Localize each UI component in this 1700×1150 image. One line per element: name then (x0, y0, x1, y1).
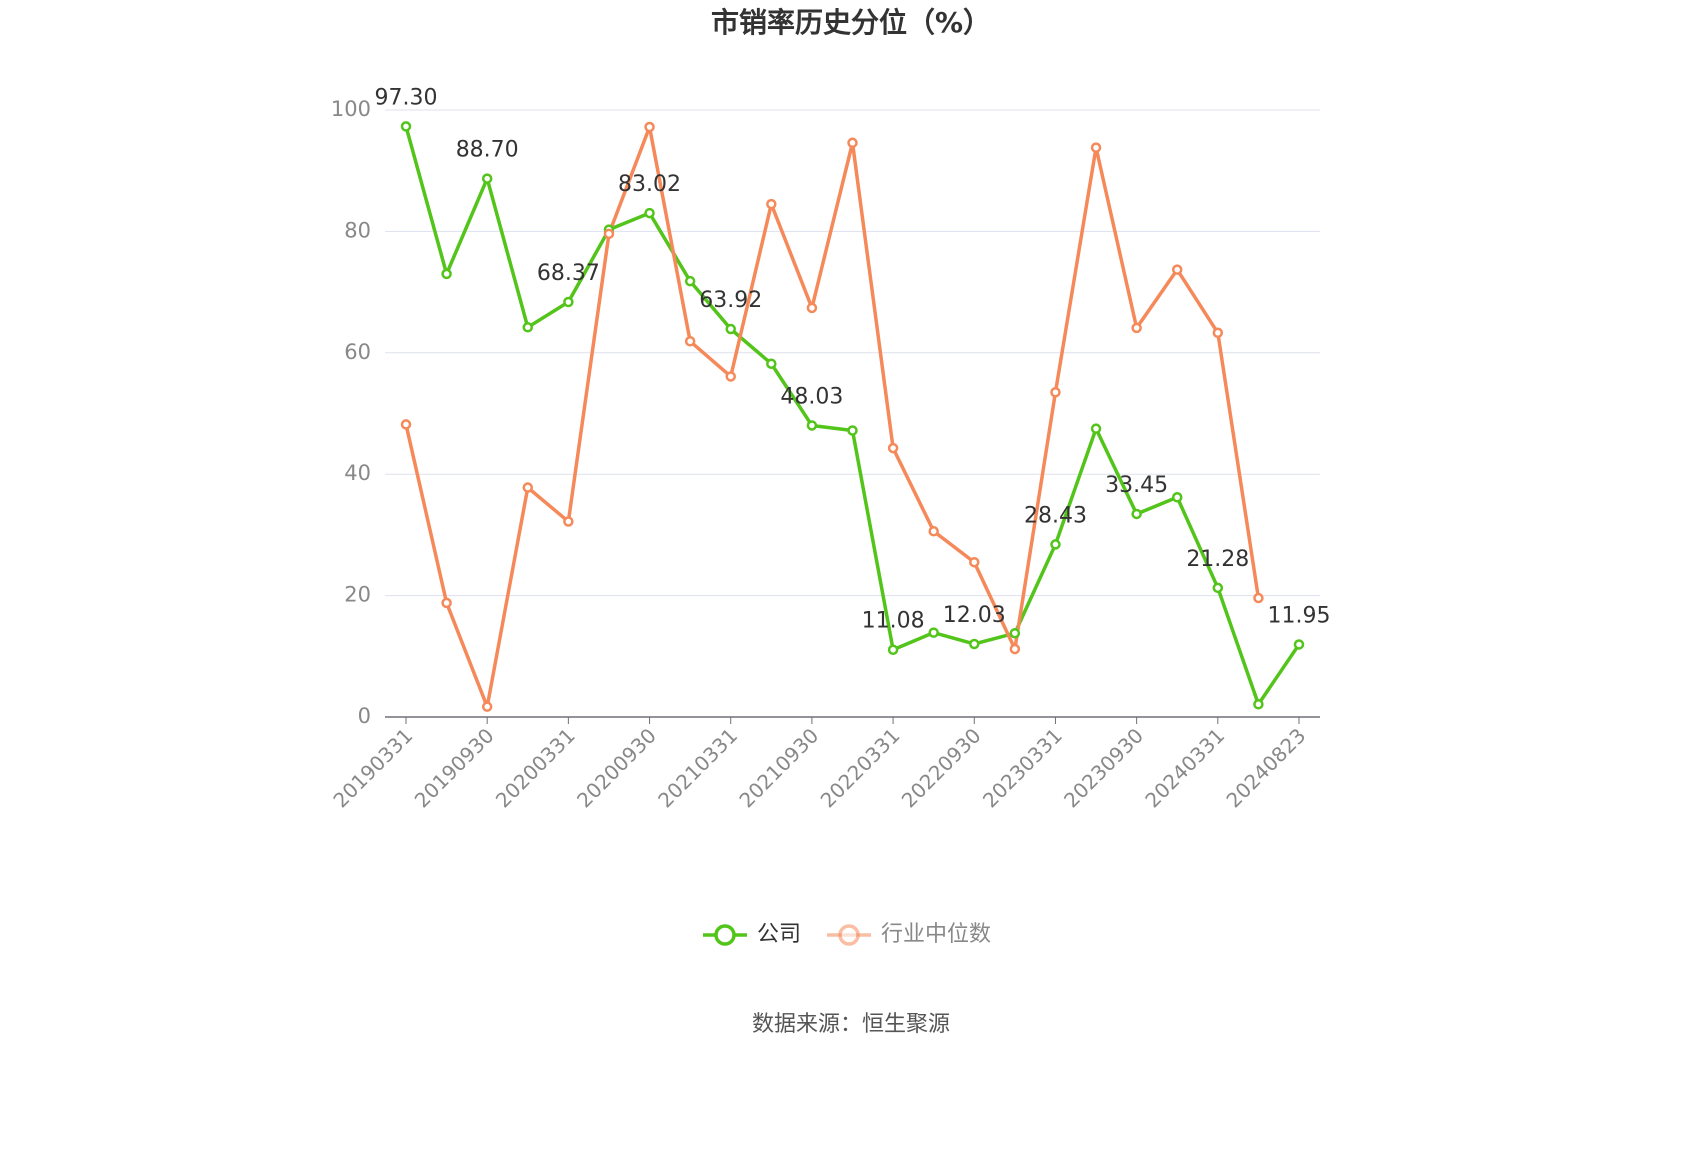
data-point (644, 207, 655, 219)
legend-label: 公司 (757, 922, 801, 947)
data-point (563, 296, 574, 308)
data-point (725, 371, 736, 382)
data-point (1050, 387, 1061, 398)
data-point (1171, 264, 1183, 275)
x-tick-label: 20230331 (978, 723, 1067, 812)
data-label: 11.08 (862, 609, 925, 634)
data-point (644, 121, 655, 133)
data-label: 88.70 (456, 138, 519, 163)
y-tick-label: 100 (331, 97, 371, 121)
y-tick-label: 60 (344, 340, 371, 364)
data-point (928, 627, 939, 638)
data-label: 83.02 (618, 172, 681, 197)
legend-label: 行业中位数 (881, 922, 991, 947)
legend-item: 行业中位数 (827, 922, 991, 947)
x-tick-label: 20200930 (572, 723, 661, 812)
data-point (481, 701, 493, 712)
data-point (1131, 508, 1142, 520)
series-line (404, 125, 1301, 707)
data-label: 97.30 (375, 85, 438, 110)
x-tick-label: 20240331 (1140, 723, 1229, 812)
data-point (725, 323, 736, 335)
data-label: 28.43 (1024, 503, 1087, 528)
data-label: 21.28 (1186, 547, 1249, 572)
data-point (1171, 492, 1183, 503)
data-point (847, 137, 858, 149)
data-label: 68.37 (537, 261, 600, 286)
data-point (400, 419, 412, 430)
data-point (766, 358, 777, 369)
data-point (969, 638, 980, 650)
legend-marker (838, 924, 860, 946)
data-point (847, 425, 858, 436)
data-point (1131, 322, 1142, 334)
data-point (1009, 643, 1021, 655)
x-tick-label: 20220331 (816, 723, 905, 812)
y-tick-label: 0 (358, 704, 371, 728)
data-point (969, 556, 980, 568)
data-point (806, 302, 818, 314)
source-note: 数据来源：恒生聚源 (752, 1012, 950, 1037)
data-point (1090, 423, 1102, 434)
data-point (766, 198, 777, 210)
series-line (404, 125, 1261, 709)
x-tick-label: 20210930 (734, 723, 823, 812)
data-point (400, 121, 412, 132)
x-tick-label: 20220930 (897, 723, 986, 812)
x-tick-label: 20190930 (410, 723, 499, 812)
data-point (481, 173, 493, 184)
data-label: 33.45 (1105, 473, 1168, 498)
data-point (1050, 539, 1061, 550)
data-point (1090, 142, 1102, 153)
x-tick-label: 20230930 (1059, 723, 1148, 812)
y-tick-label: 80 (344, 218, 371, 242)
data-point (1212, 327, 1224, 339)
data-label: 48.03 (780, 384, 843, 409)
data-point (1009, 627, 1021, 639)
y-tick-label: 40 (344, 461, 371, 485)
data-label: 12.03 (943, 603, 1006, 628)
data-point (684, 275, 696, 287)
legend-marker (714, 924, 736, 946)
data-point (887, 644, 899, 655)
data-point (887, 442, 899, 454)
data-point (441, 268, 452, 280)
data-point (1212, 582, 1224, 594)
x-tick-label: 20200331 (491, 723, 580, 812)
data-point (563, 516, 574, 527)
data-label: 63.92 (699, 288, 762, 313)
legend-item: 公司 (703, 922, 801, 947)
data-label: 11.95 (1268, 603, 1331, 628)
x-tick-label: 20190331 (328, 723, 417, 812)
data-point (684, 336, 696, 347)
data-point (806, 420, 818, 431)
data-point (603, 228, 615, 240)
x-tick-label: 20240823 (1221, 723, 1310, 812)
x-tick-label: 20210331 (653, 723, 742, 812)
data-point (928, 526, 939, 537)
chart-title: 市销率历史分位（%） (711, 6, 991, 39)
data-point (522, 322, 534, 333)
data-point (441, 597, 452, 609)
data-point (1293, 639, 1305, 650)
data-point (1253, 592, 1264, 604)
data-point (1253, 699, 1264, 710)
data-point (522, 482, 534, 493)
y-tick-label: 20 (344, 583, 371, 607)
